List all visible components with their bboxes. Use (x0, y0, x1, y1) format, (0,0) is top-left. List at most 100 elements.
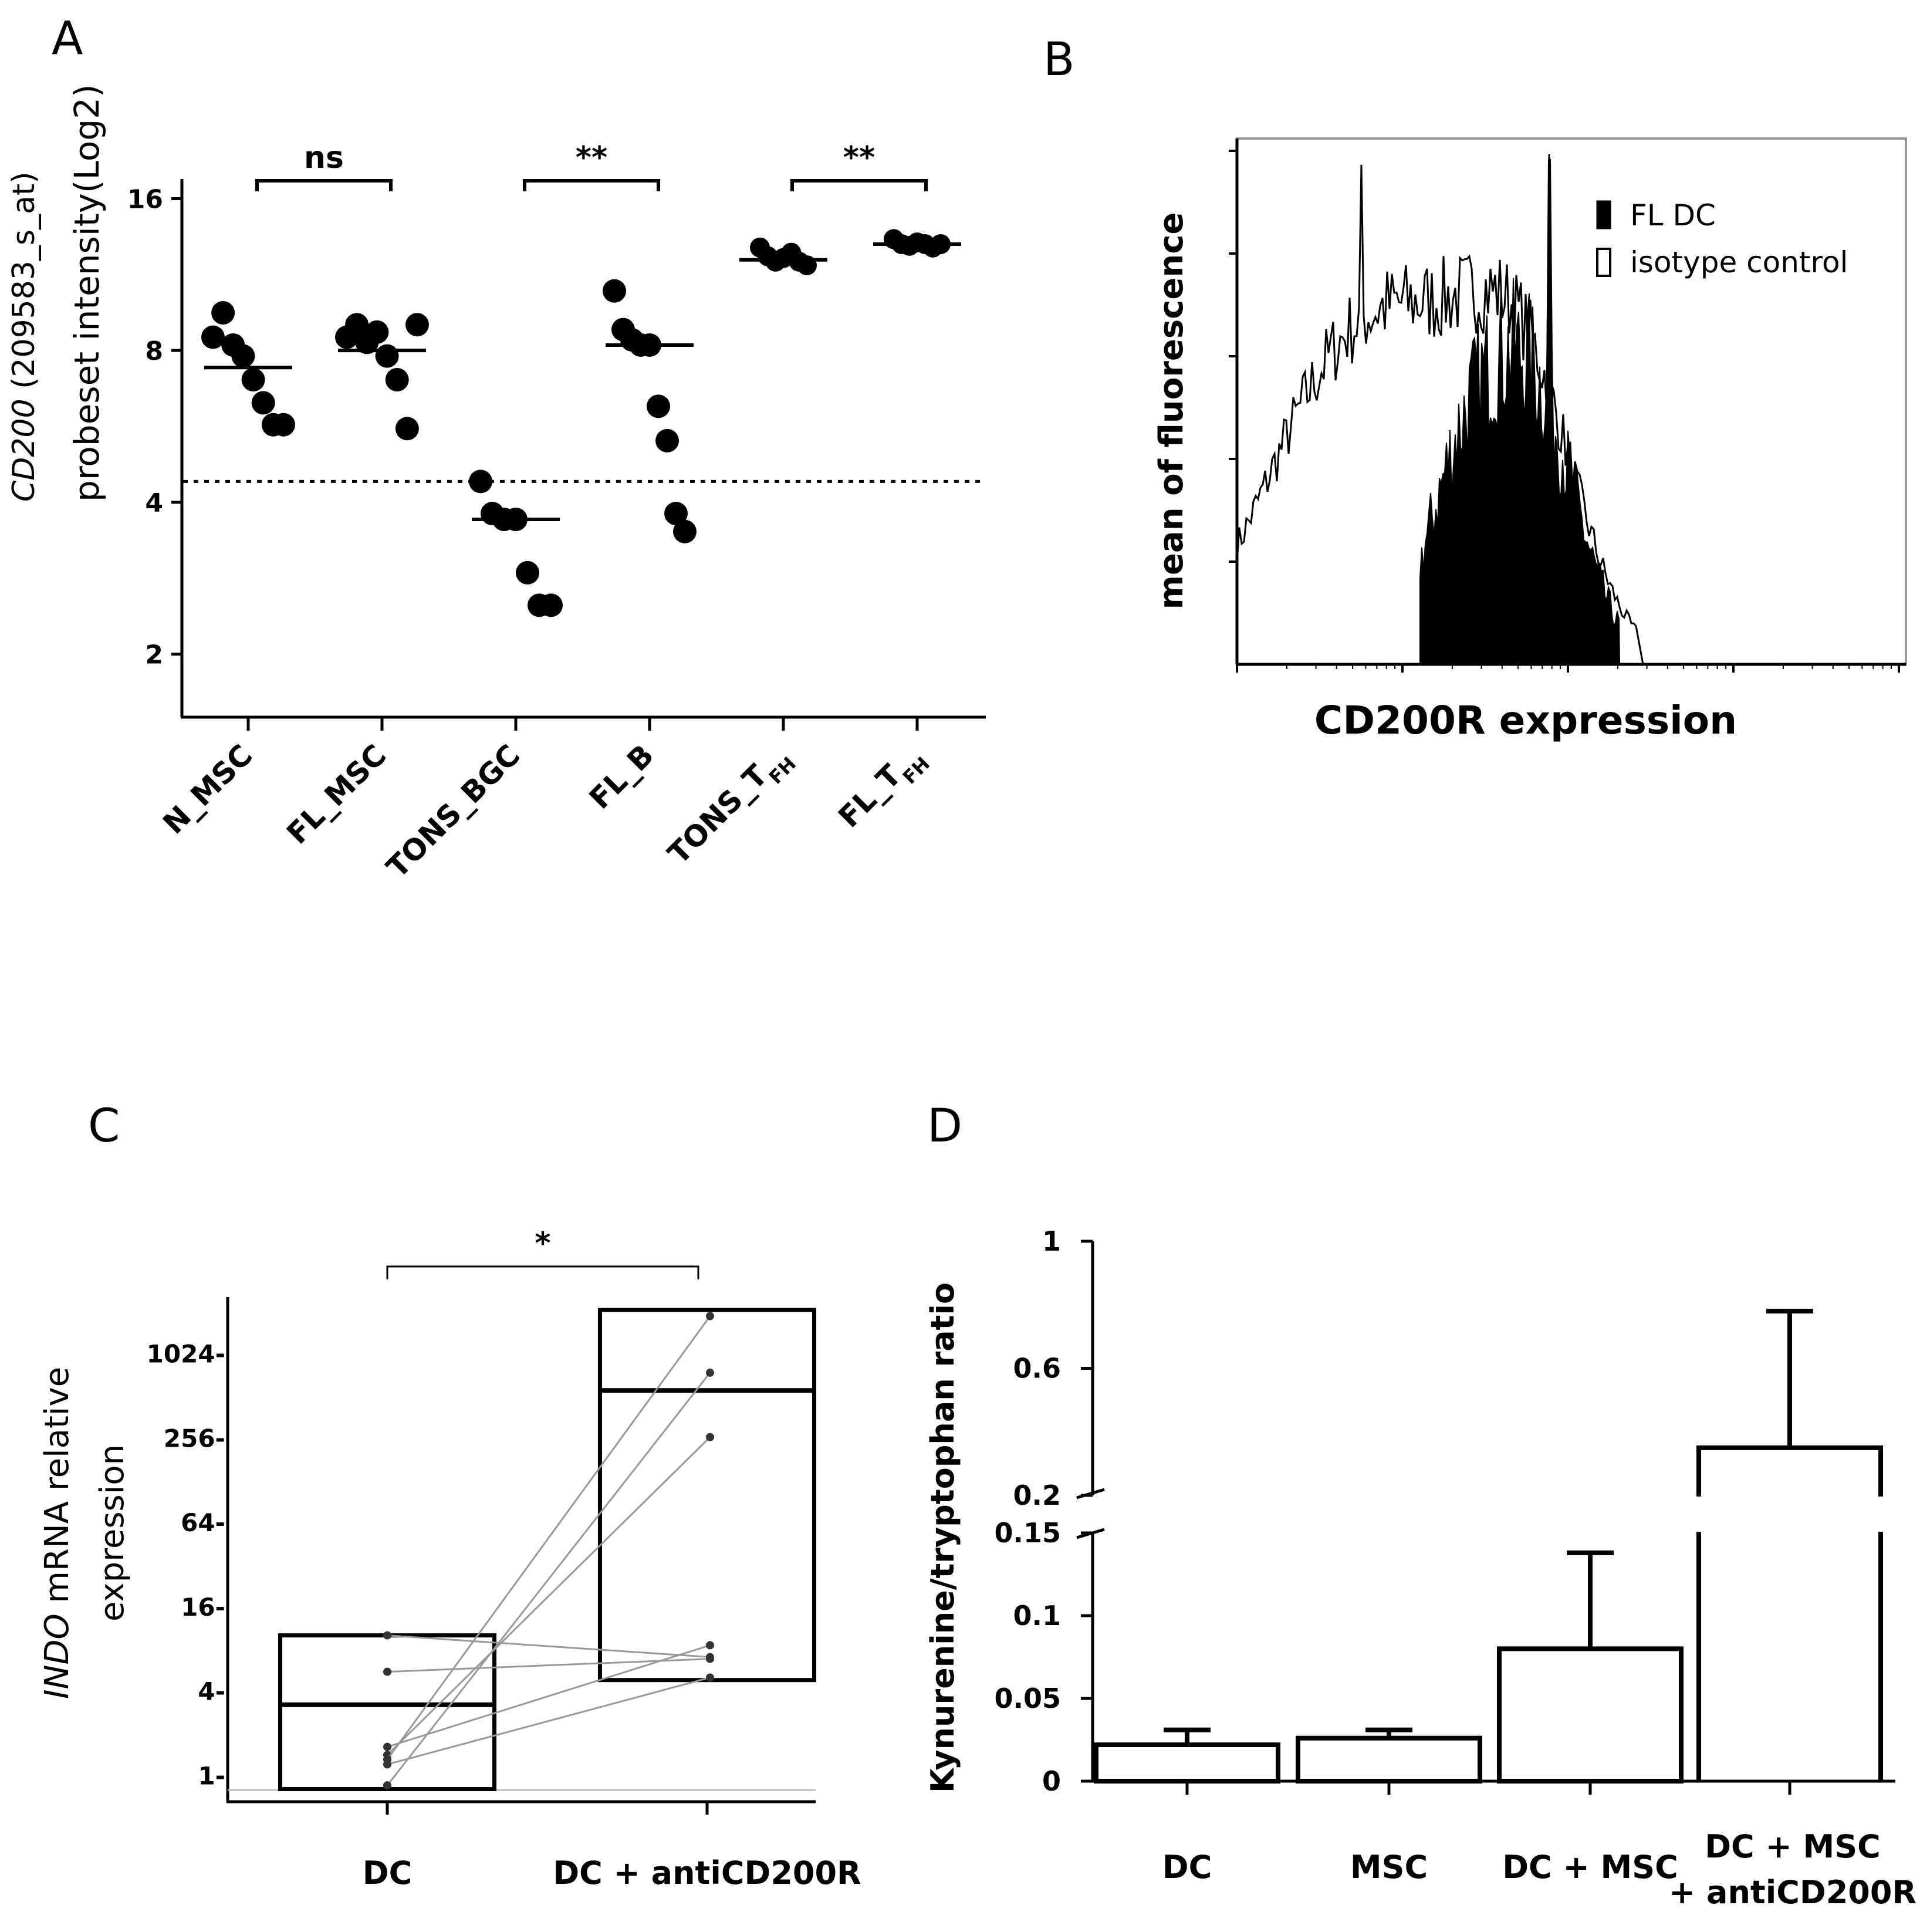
panel-a-category-label: TONS_BGC (380, 738, 527, 884)
panel-a-category-name: FL_MSC (280, 738, 393, 850)
panel-a-sig-label: ** (843, 140, 875, 175)
panel-c-point-anti (706, 1673, 714, 1682)
panel-a-ytick-label: 8 (145, 336, 163, 366)
panel-d: D Kynurenine/tryptophan ratio 0 0.05 0.1 0.… (924, 1100, 1916, 1911)
panel-a-y-axis-label: CD200 (209583_s_at) probeset intensity(L… (6, 84, 107, 502)
panel-c-boxes (278, 1308, 816, 1791)
panel-b-y-ticks (1229, 150, 1237, 563)
panel-d-y-ticks: 0 0.05 0.1 0.15 0.2 0.6 1 (995, 1225, 1093, 1797)
panel-a-category-label: FL_B (583, 738, 660, 815)
panel-c-letter: C (88, 1100, 120, 1153)
panel-a-ytick-label: 2 (145, 640, 163, 670)
panel-c-ytick-label: 16- (181, 1593, 225, 1622)
panel-d-category-label: MSC (1350, 1849, 1428, 1886)
panel-a-point (469, 470, 492, 494)
legend-swatch-fl-dc (1596, 200, 1611, 229)
panel-a-y-ticks: 2 4 8 16 (127, 184, 182, 670)
panel-c-sig-label: * (535, 1226, 550, 1261)
panel-a-point (251, 391, 275, 415)
panel-c-y-axis-label: INDO mRNA relative expression (38, 1367, 131, 1699)
panel-a-point (647, 394, 670, 418)
panel-d-ytick-label: 0.15 (995, 1517, 1062, 1549)
panel-c-ytick-label: 1024- (147, 1340, 225, 1369)
panel-c-pair-line (386, 1315, 711, 1761)
panel-a-ylabel-probe: (209583_s_at) (6, 171, 42, 398)
panel-a-point (405, 313, 429, 337)
panel-c-sig-bracket (386, 1265, 699, 1279)
panel-a-point (664, 502, 688, 526)
panel-c-pair-line (387, 1634, 711, 1659)
panel-a-point (375, 344, 399, 368)
panel-a-point (345, 313, 369, 337)
panel-a-category-name: TONS_BGC (380, 738, 527, 884)
panel-b-xlabel: CD200R expression (1314, 698, 1737, 743)
panel-a-category-name: N_MSC (157, 738, 259, 840)
panel-d-bar-lower (1696, 1532, 1883, 1781)
panel-c-ylabel-line1: INDO mRNA relative (38, 1367, 76, 1699)
panel-b: B mean of fluorescence CD200R expression… (1043, 33, 1907, 743)
panel-d-ytick-label: 0.1 (1013, 1600, 1062, 1632)
panel-c-pair-line (387, 1644, 711, 1748)
panel-a-ylabel-gene: CD200 (6, 398, 42, 502)
panel-c-point-anti (706, 1641, 714, 1650)
panel-c-point-anti (706, 1654, 714, 1663)
panel-b-legend: FL DC isotype control (1596, 198, 1848, 279)
panel-c-ytick-label: 1- (198, 1761, 225, 1790)
panel-d-category-label: + antiCD200R (1669, 1874, 1916, 1911)
panel-c-category-label: DC (363, 1855, 412, 1892)
panel-d-category-label: DC + MSC (1705, 1828, 1881, 1865)
panel-d-bar (1094, 1742, 1280, 1784)
panel-c-ytick-label: 64- (181, 1508, 225, 1537)
panel-c-point-anti (706, 1433, 714, 1441)
panel-b-fl-dc-histogram (1419, 158, 1621, 665)
panel-a-category-label: FL_MSC (280, 738, 393, 850)
panel-c-y-ticks: 1- 4- 16- 64- 256- 1024- (147, 1340, 225, 1791)
panel-d-bar-upper (1696, 1445, 1883, 1497)
panel-a-points (201, 229, 951, 617)
panel-d-ylabel: Kynurenine/tryptophan ratio (924, 1282, 961, 1793)
panel-d-ytick-label: 1 (1042, 1225, 1061, 1257)
panel-a-point (365, 320, 389, 344)
panel-c-pair-line (386, 1372, 711, 1786)
panel-a-point (539, 593, 563, 617)
panel-d-letter: D (927, 1100, 962, 1153)
panel-d-category-label: DC + MSC (1502, 1849, 1678, 1886)
panel-c-point-anti (706, 1368, 714, 1377)
panel-a-sig-bracket (255, 179, 393, 191)
panel-a-ylabel-line2: probeset intensity(Log2) (67, 84, 107, 502)
panel-b-ylabel: mean of fluorescence (1152, 212, 1191, 610)
panel-c-paired-lines (383, 1312, 714, 1790)
panel-a-point (395, 417, 419, 441)
panel-a-sig-label: ns (304, 140, 344, 175)
legend-swatch-isotype (1596, 248, 1611, 277)
panel-b-x-ticks (1236, 664, 1900, 673)
panel-c-ytick-label: 4- (198, 1677, 225, 1706)
panel-c-point-dc (383, 1742, 391, 1751)
panel-a-medians (204, 242, 961, 521)
panel-a-ytick-label: 16 (127, 184, 163, 214)
panel-a-category-name: FL_T (832, 758, 908, 834)
panel-a-point (211, 301, 235, 325)
panel-a-point (231, 344, 255, 368)
panel-c-pair-line (387, 1658, 711, 1673)
panel-a-point (201, 325, 225, 349)
panel-c-category-label: DC + antiCD200R (553, 1855, 861, 1892)
panel-b-isotype-histogram (1236, 154, 1644, 665)
panel-a-point (673, 519, 697, 543)
panel-b-letter: B (1043, 33, 1075, 86)
panel-c-ylabel-rest: mRNA relative (38, 1367, 76, 1614)
panel-c-point-dc (383, 1667, 391, 1676)
panel-c-ylabel-line2: expression (93, 1444, 131, 1622)
panel-c-pair-line (386, 1436, 711, 1756)
panel-c-point-dc (383, 1760, 391, 1769)
panel-a-significance: ns ** ** (255, 140, 928, 191)
panel-a: A CD200 (209583_s_at) probeset intensity… (6, 12, 986, 884)
panel-a-point (272, 413, 295, 437)
panel-c-point-anti (706, 1312, 714, 1320)
panel-a-point (385, 368, 409, 392)
panel-c-significance: * (386, 1226, 699, 1279)
legend-label-isotype: isotype control (1630, 245, 1848, 279)
